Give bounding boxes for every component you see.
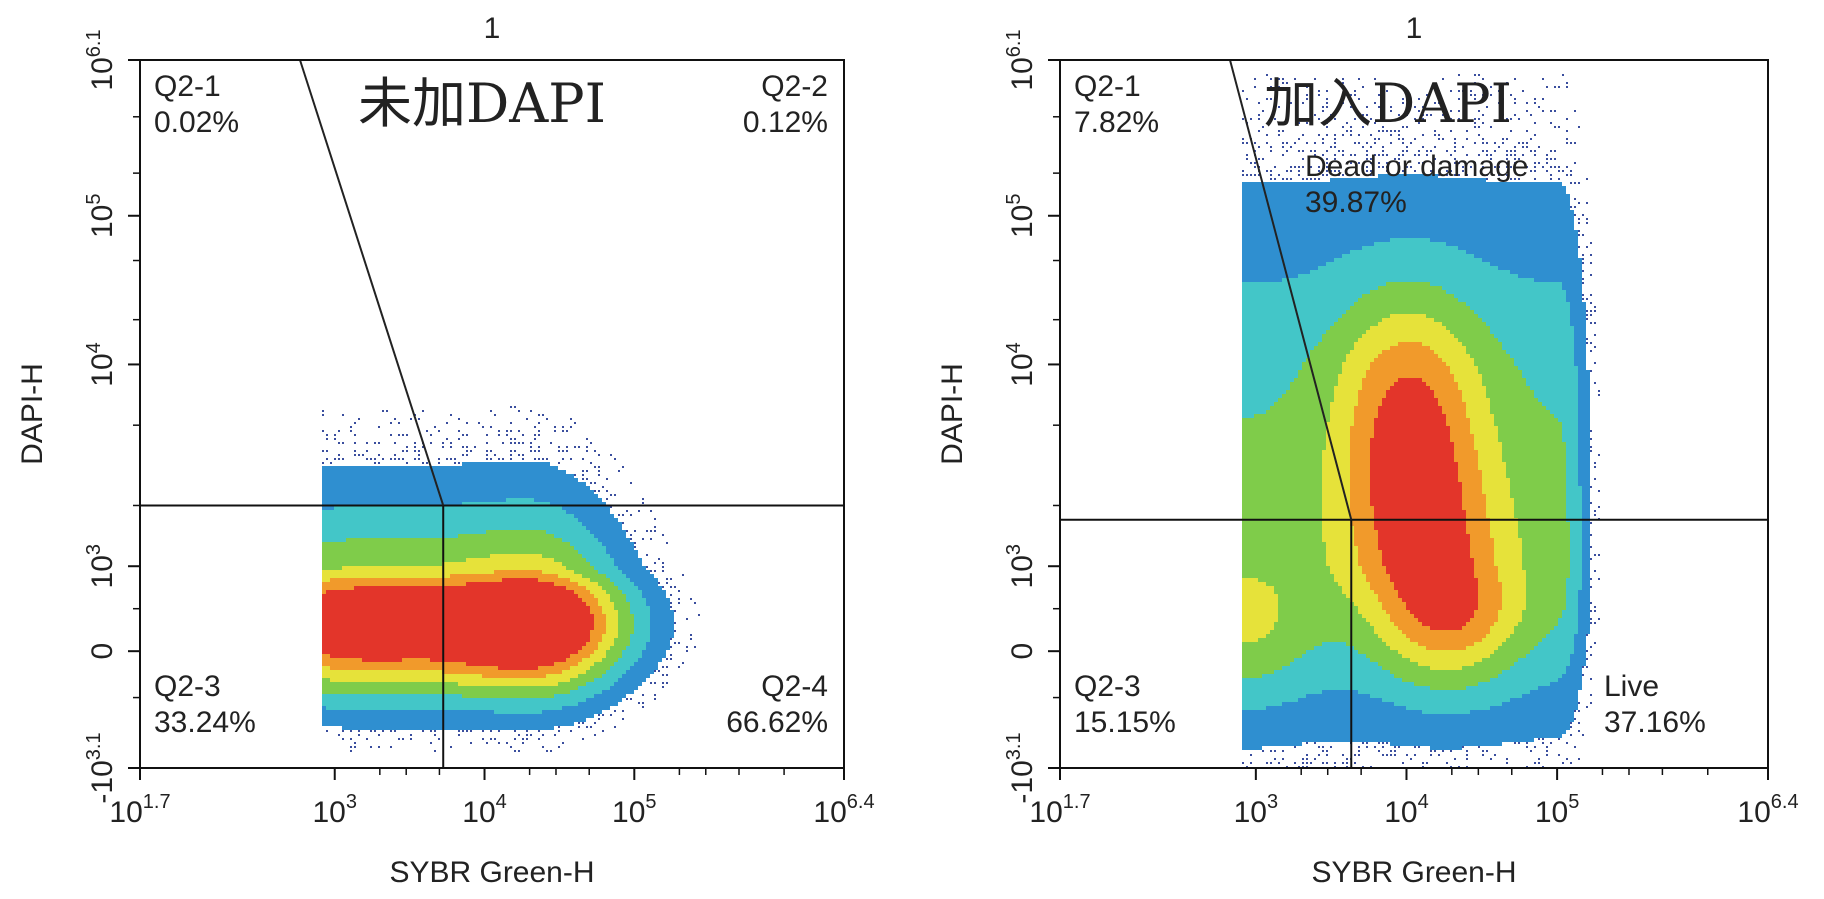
- quadrant-percent: 15.15%: [1074, 706, 1176, 739]
- x-tick-label: 105: [1535, 791, 1580, 829]
- x-tick-label: 105: [612, 791, 657, 829]
- y-tick-label: 103: [83, 544, 119, 589]
- quadrant-name: Q2-1: [154, 70, 221, 103]
- y-tick-label: 0: [86, 643, 119, 660]
- x-tick-label: 104: [462, 791, 507, 829]
- quadrant-name: Q2-3: [1074, 670, 1141, 703]
- y-tick-label: 106.1: [1003, 29, 1039, 90]
- panel-annotation: 未加DAPI: [358, 72, 606, 135]
- quadrant-name: Q2-1: [1074, 70, 1141, 103]
- plot-frame: [1059, 59, 1769, 769]
- plot-frame: [139, 59, 845, 769]
- quadrant-name: Q2-3: [154, 670, 221, 703]
- quadrant-name: Q2-4: [761, 670, 828, 703]
- quadrant-name: Live: [1604, 670, 1659, 703]
- x-tick-label: 101.7: [109, 791, 170, 829]
- panel-annotation: 加入DAPI: [1264, 72, 1512, 135]
- y-tick-label: 105: [83, 194, 119, 239]
- y-tick-label: 104: [83, 342, 119, 387]
- quadrant-percent: 0.02%: [154, 106, 239, 139]
- quadrant-percent: 7.82%: [1074, 106, 1159, 139]
- event-dots: [322, 406, 700, 752]
- x-tick-label: 104: [1384, 791, 1429, 829]
- gate-diagonal: [1229, 59, 1353, 520]
- y-tick-label: 104: [1003, 342, 1039, 387]
- y-tick-label: 105: [1003, 194, 1039, 239]
- x-tick-label: 106.4: [1737, 791, 1798, 829]
- event-dots: [1242, 74, 1600, 768]
- panel-title: 1: [484, 12, 501, 45]
- y-tick-label: 106.1: [83, 29, 119, 90]
- y-tick-label: 103: [1003, 544, 1039, 589]
- y-tick-label: -103.1: [1003, 732, 1039, 803]
- y-axis-label: DAPI-H: [16, 363, 49, 465]
- y-tick-label: 0: [1006, 643, 1039, 660]
- y-axis-label: DAPI-H: [936, 363, 969, 465]
- quadrant-percent: 39.87%: [1305, 186, 1407, 219]
- panel-1: 1 未加DAPI 101.7 103 104 105 106.4 -103.1 0 103 104 1…: [16, 12, 875, 889]
- x-tick-label: 101.7: [1029, 791, 1090, 829]
- quadrant-percent: 0.12%: [743, 106, 828, 139]
- x-tick-label: 106.4: [813, 791, 874, 829]
- quadrant-percent: 33.24%: [154, 706, 256, 739]
- quadrant-name: Dead or damage: [1305, 150, 1528, 183]
- quadrant-name: Q2-2: [761, 70, 828, 103]
- quadrant-percent: 37.16%: [1604, 706, 1706, 739]
- y-tick-label: -103.1: [83, 732, 119, 803]
- x-tick-label: 103: [312, 791, 357, 829]
- x-axis-label: SYBR Green-H: [389, 856, 594, 889]
- gate-diagonal: [299, 59, 445, 506]
- x-axis-label: SYBR Green-H: [1311, 856, 1516, 889]
- panel-title: 1: [1406, 12, 1423, 45]
- quadrant-percent: 66.62%: [726, 706, 828, 739]
- panel-2: 1 加入DAPI 101.7 103 104 105 106.4 -103.1 0 103 104 1…: [936, 12, 1799, 889]
- x-tick-label: 103: [1234, 791, 1279, 829]
